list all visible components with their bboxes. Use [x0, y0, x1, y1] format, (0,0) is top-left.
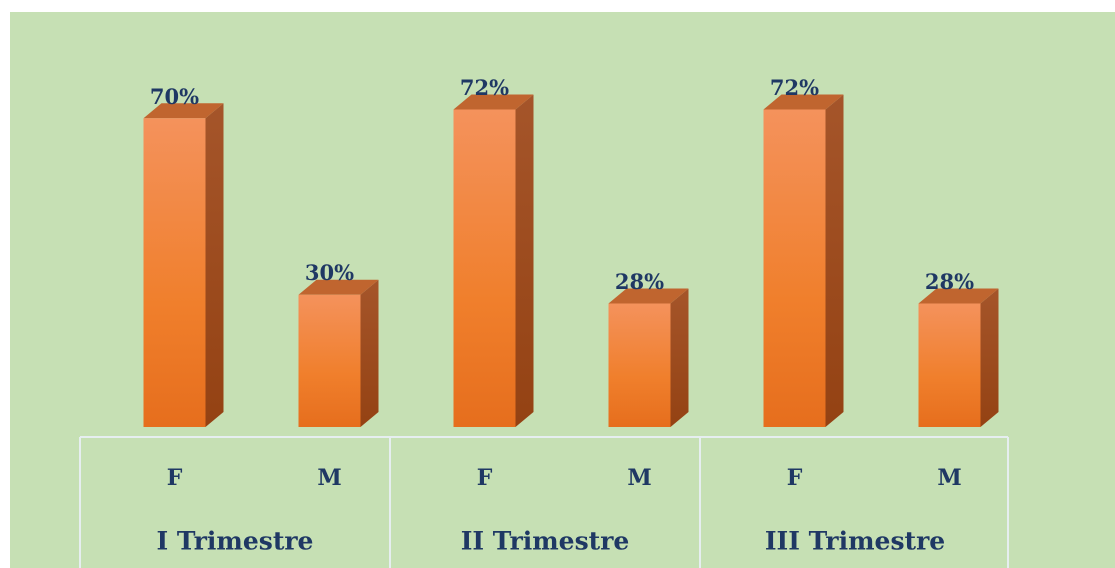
bar-side [980, 288, 999, 427]
bar-top [608, 288, 689, 304]
value-label: 72% [770, 75, 819, 100]
bar-front [763, 109, 826, 427]
value-label: 28% [615, 269, 664, 294]
bar-side [360, 279, 379, 427]
bar [143, 103, 224, 428]
x-tick-label: F [787, 465, 803, 491]
value-label: 28% [925, 269, 974, 294]
bar-top [298, 279, 379, 295]
bar-front [608, 303, 671, 427]
bar-front [143, 118, 206, 428]
x-tick-label: M [317, 465, 341, 491]
x-tick-label: M [937, 465, 961, 491]
group-label: III Trimestre [765, 527, 945, 556]
bar [918, 288, 999, 427]
bar [608, 288, 689, 427]
x-tick-label: F [477, 465, 493, 491]
bar-front [453, 109, 516, 427]
group-label: I Trimestre [157, 527, 314, 556]
bar [298, 279, 379, 427]
group-label: II Trimestre [461, 527, 630, 556]
bar-front [918, 303, 981, 427]
bar-top [763, 94, 844, 110]
bar-side [670, 288, 689, 427]
bar-side [825, 94, 844, 427]
bar-side [515, 94, 534, 427]
bar-side [205, 103, 224, 428]
x-tick-label: F [167, 465, 183, 491]
bar-top [453, 94, 534, 110]
bar-top [918, 288, 999, 304]
value-label: 70% [150, 84, 199, 109]
bar-front [298, 294, 361, 427]
value-label: 72% [460, 75, 509, 100]
bar [763, 94, 844, 427]
bar-top [143, 103, 224, 119]
value-label: 30% [305, 260, 354, 285]
bar [453, 94, 534, 427]
x-tick-label: M [627, 465, 651, 491]
